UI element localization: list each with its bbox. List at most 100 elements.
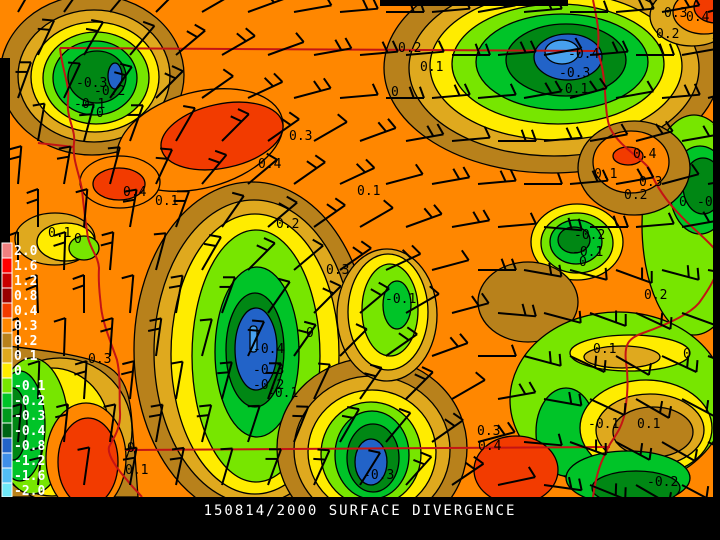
contour-label: 0.4 bbox=[686, 10, 710, 25]
color-scale-cell bbox=[1, 422, 13, 439]
contour-label: 0.1 bbox=[594, 167, 617, 182]
contour-label: 0.1 bbox=[48, 226, 71, 241]
contour-label: -0.1 bbox=[588, 417, 619, 432]
contour-band bbox=[107, 62, 123, 90]
contour-label: -0.3 bbox=[253, 363, 284, 378]
contour-label: 0 bbox=[579, 255, 587, 270]
contour-band bbox=[68, 235, 100, 261]
contour-label: 0 bbox=[74, 232, 82, 247]
contour-label: -0.2 bbox=[574, 228, 605, 243]
color-scale-cell bbox=[1, 362, 13, 379]
contour-label: 0.3 bbox=[88, 352, 111, 367]
contour-label: 0.2 bbox=[624, 188, 647, 203]
color-scale-cell bbox=[1, 287, 13, 304]
color-scale-value: 2.0 bbox=[14, 244, 38, 259]
contour-label: -0.1 bbox=[572, 245, 603, 260]
color-scale-value: 1.6 bbox=[14, 259, 38, 274]
contour-label: 0 bbox=[127, 441, 135, 456]
contour-label: -0.3 bbox=[363, 468, 394, 483]
contour-label: 0 bbox=[391, 85, 399, 100]
contour-label: 0 bbox=[683, 347, 691, 362]
color-scale-cell bbox=[1, 272, 13, 289]
contour-label: 0 bbox=[96, 106, 104, 121]
contour-band bbox=[583, 345, 661, 369]
contour-label: 0.2 bbox=[276, 217, 299, 232]
color-scale-cell bbox=[1, 392, 13, 409]
contour-band bbox=[382, 280, 412, 330]
border-mississippi-north bbox=[592, 0, 600, 52]
contour-band bbox=[354, 438, 388, 486]
color-scale-value: -0.1 bbox=[14, 379, 45, 394]
border-mississippi-river bbox=[592, 50, 720, 498]
color-scale-cell bbox=[1, 482, 13, 498]
contour-label: -0.3 bbox=[76, 76, 107, 91]
contour-label: 0.4 bbox=[258, 157, 282, 172]
contour-label: 0.1 bbox=[593, 342, 616, 357]
contour-band bbox=[612, 146, 644, 166]
contour-label: 0.1 bbox=[420, 60, 443, 75]
contour-label: 0 bbox=[306, 326, 314, 341]
color-scale-cell bbox=[1, 302, 13, 319]
color-scale-value: -0.8 bbox=[14, 439, 45, 454]
color-scale-cell bbox=[1, 332, 13, 349]
color-scale-value: -2.0 bbox=[14, 484, 45, 497]
color-scale-cell bbox=[1, 407, 13, 424]
map-title: 150814/2000 SURFACE DIVERGENCE bbox=[203, 503, 517, 519]
wind-barbs bbox=[6, 0, 720, 505]
color-scale-value: 0 bbox=[14, 364, 22, 379]
border-north-iowa bbox=[59, 47, 598, 52]
contour-label: 0.1 bbox=[637, 417, 660, 432]
contour-label: -0.2 bbox=[647, 475, 678, 490]
color-scale-value: -0.2 bbox=[14, 394, 45, 409]
contour-band bbox=[557, 226, 591, 254]
color-scale-value: -1.6 bbox=[14, 469, 45, 484]
state-borders bbox=[37, 0, 720, 498]
contour-label: 0.2 bbox=[398, 41, 421, 56]
color-scale-value: 0.8 bbox=[14, 289, 38, 304]
contour-label: 0.4 bbox=[478, 439, 502, 454]
color-scale-cell bbox=[1, 437, 13, 454]
color-scale-cell bbox=[1, 452, 13, 469]
color-scale-cell bbox=[1, 467, 13, 484]
contour-label: -0.1 bbox=[74, 97, 105, 112]
contour-label: 0.1 bbox=[155, 194, 178, 209]
contour-label: 0.4 bbox=[633, 147, 657, 162]
map-edge-right bbox=[713, 0, 720, 497]
contour-label: 0.2 bbox=[656, 27, 679, 42]
contour-label: 0.1 bbox=[125, 463, 148, 478]
contour-label: 0.4 bbox=[123, 185, 147, 200]
color-scale-value: -0.4 bbox=[14, 424, 45, 439]
contour-label: 0.1 bbox=[357, 184, 380, 199]
title-bar: 150814/2000 SURFACE DIVERGENCE bbox=[0, 497, 720, 540]
contour-band bbox=[92, 167, 146, 201]
color-scale-value: -0.3 bbox=[14, 409, 45, 424]
contour-label: -0.1 bbox=[385, 292, 416, 307]
contour-label: 0.3 bbox=[477, 424, 500, 439]
contour-labels: -0.3-0.2-0.100.1 00.40.10.40.30.20.30.10.… bbox=[48, 6, 720, 490]
contour-label: -0.3 bbox=[559, 66, 590, 81]
color-scale-value: 1.2 bbox=[14, 274, 37, 289]
color-scale-value: 0.4 bbox=[14, 304, 38, 319]
contour-label: -0.4 bbox=[568, 47, 599, 62]
contour-label: -0.2 bbox=[253, 378, 284, 393]
contour-label: -0.1 bbox=[267, 386, 298, 401]
contour-label: -0.4 bbox=[253, 342, 284, 357]
color-scale-cell bbox=[1, 257, 13, 274]
contour-label: 0.3 bbox=[639, 175, 662, 190]
contour-label: 0.2 bbox=[644, 288, 667, 303]
color-scale-cell bbox=[1, 317, 13, 334]
contour-label: -0.1 bbox=[557, 82, 588, 97]
color-scale: 2.01.61.20.80.40.30.20.10-0.1-0.2-0.3-0.… bbox=[1, 242, 45, 499]
contour-label: 0.3 bbox=[664, 6, 687, 21]
contour-label: 0.3 bbox=[289, 129, 312, 144]
color-scale-cell bbox=[1, 377, 13, 394]
contour-label: 0.3 bbox=[326, 263, 349, 278]
color-scale-value: 0.1 bbox=[14, 349, 38, 364]
border-missouri-river bbox=[59, 47, 143, 498]
map-edge-top bbox=[380, 0, 568, 6]
color-scale-value: 0.2 bbox=[14, 334, 37, 349]
contour-label: -0.2 bbox=[94, 84, 125, 99]
contour-band bbox=[477, 261, 579, 343]
